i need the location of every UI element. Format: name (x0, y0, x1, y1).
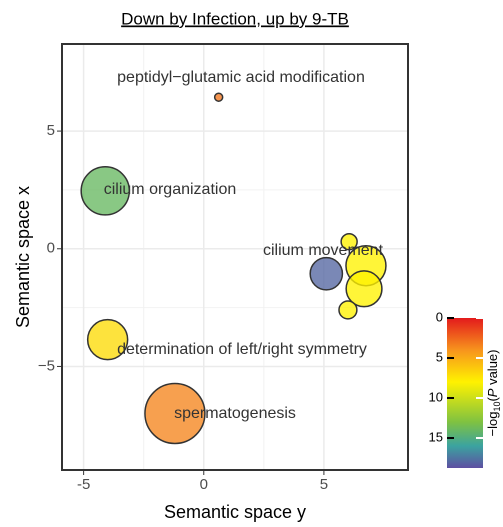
colorbar-title-part: value) (485, 349, 500, 388)
x-tick-label: 0 (200, 476, 208, 493)
x-axis-label: Semantic space y (164, 502, 306, 522)
x-tick-label: -5 (77, 476, 90, 493)
chart-title: Down by Infection, up by 9-TB (121, 9, 349, 28)
colorbar-tick-label: 0 (436, 309, 443, 324)
bubble (144, 382, 206, 445)
bubble (309, 256, 344, 291)
point-label: cilium movement (263, 242, 384, 259)
panel-border (61, 43, 409, 471)
point-label: determination of left/right symmetry (117, 341, 367, 358)
colorbar-title-part: −log (485, 412, 500, 437)
colorbar-title-part: P (485, 388, 500, 397)
bubble (345, 270, 383, 308)
colorbar (447, 318, 483, 468)
bubble (340, 232, 358, 251)
point-label: cilium organization (104, 181, 237, 198)
bubble (80, 166, 131, 216)
y-axis-label: Semantic space x (13, 186, 33, 328)
y-tick-label: 5 (47, 122, 55, 139)
y-tick-label: 0 (47, 240, 55, 257)
colorbar-title-part: 10 (492, 402, 502, 412)
bubble (213, 92, 224, 102)
y-tick-label: −5 (38, 357, 55, 374)
x-tick-label: 5 (320, 476, 328, 493)
bubble (86, 318, 129, 361)
colorbar-tick-label: 5 (436, 349, 443, 364)
colorbar-tick-label: 10 (429, 389, 443, 404)
point-label: peptidyl−glutamic acid modification (117, 69, 365, 86)
colorbar-tick-label: 15 (429, 429, 443, 444)
point-label: spermatogenesis (174, 405, 296, 422)
colorbar-title-part: ( (485, 397, 500, 402)
bubble (338, 300, 358, 320)
colorbar-title: −log10(P value) (485, 349, 502, 436)
